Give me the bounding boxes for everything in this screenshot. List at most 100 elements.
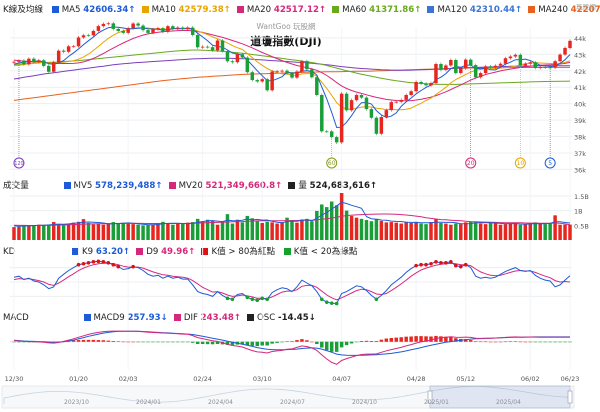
legend-value: -14.45↓ [278, 313, 316, 323]
volume-bar [503, 224, 508, 240]
osc-bar [17, 341, 21, 343]
volume-bar [131, 224, 135, 240]
osc-bar [369, 341, 374, 342]
volume-bar [61, 225, 66, 240]
osc-bar [156, 341, 160, 343]
kd-red-dot [454, 263, 458, 268]
osc-bar [508, 341, 513, 342]
y-tick-label: 39k [574, 117, 586, 125]
osc-bar [22, 341, 26, 343]
osc-bar [483, 341, 488, 343]
legend-swatch [283, 248, 291, 255]
event-marker-120 [13, 157, 25, 169]
volume-bar [414, 221, 418, 240]
volume-bar [429, 222, 433, 240]
candle-body [320, 94, 324, 132]
volume-bar [548, 222, 552, 240]
osc-bar [379, 339, 384, 342]
volume-bar [215, 224, 220, 240]
candle-body [245, 57, 250, 73]
volume-bar [568, 224, 572, 240]
volume-bar [563, 224, 567, 240]
candle-body [508, 56, 513, 59]
kd-red-dot [434, 260, 438, 264]
osc-bar [106, 340, 111, 342]
candle-body [310, 69, 314, 78]
legend-swatch [141, 6, 149, 13]
candle-body [354, 95, 359, 101]
osc-bar [81, 339, 86, 342]
volume-bar [493, 222, 498, 240]
volume-bar [195, 218, 200, 240]
candle-body [205, 46, 210, 48]
site-logo[interactable]: 玩股網 [575, 3, 597, 21]
osc-bar [310, 341, 314, 343]
volume-bar [240, 222, 245, 240]
osc-bar [439, 336, 443, 342]
volume-bar [359, 218, 364, 240]
osc-bar [384, 338, 389, 342]
panel-title: K線及均線 [3, 5, 44, 15]
volume-bar [389, 222, 394, 240]
axis-labels: 44k 43k 42k 41k 40k 39k 38k 37k 36k 1.5B 1B 0.5B 12/… [5, 35, 589, 383]
candle-body [176, 27, 180, 29]
candle-body [300, 61, 304, 72]
candle-body [518, 54, 523, 66]
x-tick-label: 05/12 [456, 375, 475, 383]
candle-body [404, 94, 408, 100]
osc-bar [101, 340, 106, 342]
osc-bar [96, 340, 101, 342]
kd-green-dot [334, 301, 339, 306]
osc-bar [464, 339, 468, 342]
candle-body [275, 71, 279, 73]
candle-body [151, 29, 155, 33]
volume-bar [91, 224, 96, 240]
candle-body [295, 71, 299, 78]
candle-body [329, 131, 334, 138]
osc-bar [86, 339, 91, 342]
candle-body [339, 93, 344, 143]
legend-swatch [173, 314, 181, 321]
candle-body [285, 70, 289, 74]
y-tick-label: 38k [574, 134, 586, 142]
osc-bar [166, 341, 170, 343]
kd-red-dot [439, 261, 443, 265]
kd-green-dot [255, 298, 260, 303]
osc-bar [71, 340, 76, 342]
volume-bar [473, 222, 478, 240]
mv5-line [13, 201, 571, 227]
event-marker-20 [465, 157, 477, 169]
macd-legend-items: MACD9 257.93↓ DIF 243.48↑ OSC -14.45↓ [78, 313, 316, 323]
osc-bar [131, 341, 135, 343]
volume-bar [17, 226, 21, 240]
candle-body [171, 26, 175, 29]
kd-green-dot [230, 297, 235, 302]
osc-bar [230, 341, 235, 345]
kd-red-dot [86, 261, 91, 265]
osc-bar [91, 339, 96, 342]
candle-body [42, 60, 46, 66]
volume-bar [305, 218, 309, 240]
candle-body [334, 137, 339, 143]
legend-swatch [83, 314, 91, 321]
volume-bar [86, 222, 91, 240]
volume-bar [12, 227, 16, 240]
candle-body [488, 66, 493, 68]
legend-swatch [72, 248, 79, 255]
candle-body [280, 70, 284, 72]
navigator[interactable]: 2023/10 2024/01 2024/04 2024/07 2024/10 2025/… [1, 385, 575, 409]
osc-bar [349, 341, 354, 344]
osc-bar [563, 341, 567, 343]
candle-body [200, 46, 205, 48]
volume-bar [498, 224, 503, 240]
osc-bar [280, 341, 284, 343]
volume-bar [76, 221, 81, 240]
osc-bar [488, 341, 493, 343]
volume-bar [553, 215, 557, 240]
candle-body [344, 93, 349, 111]
volume-bar [210, 220, 215, 240]
kd-green-dot [250, 297, 255, 302]
candle-body [563, 47, 567, 55]
candle-body [32, 58, 36, 63]
